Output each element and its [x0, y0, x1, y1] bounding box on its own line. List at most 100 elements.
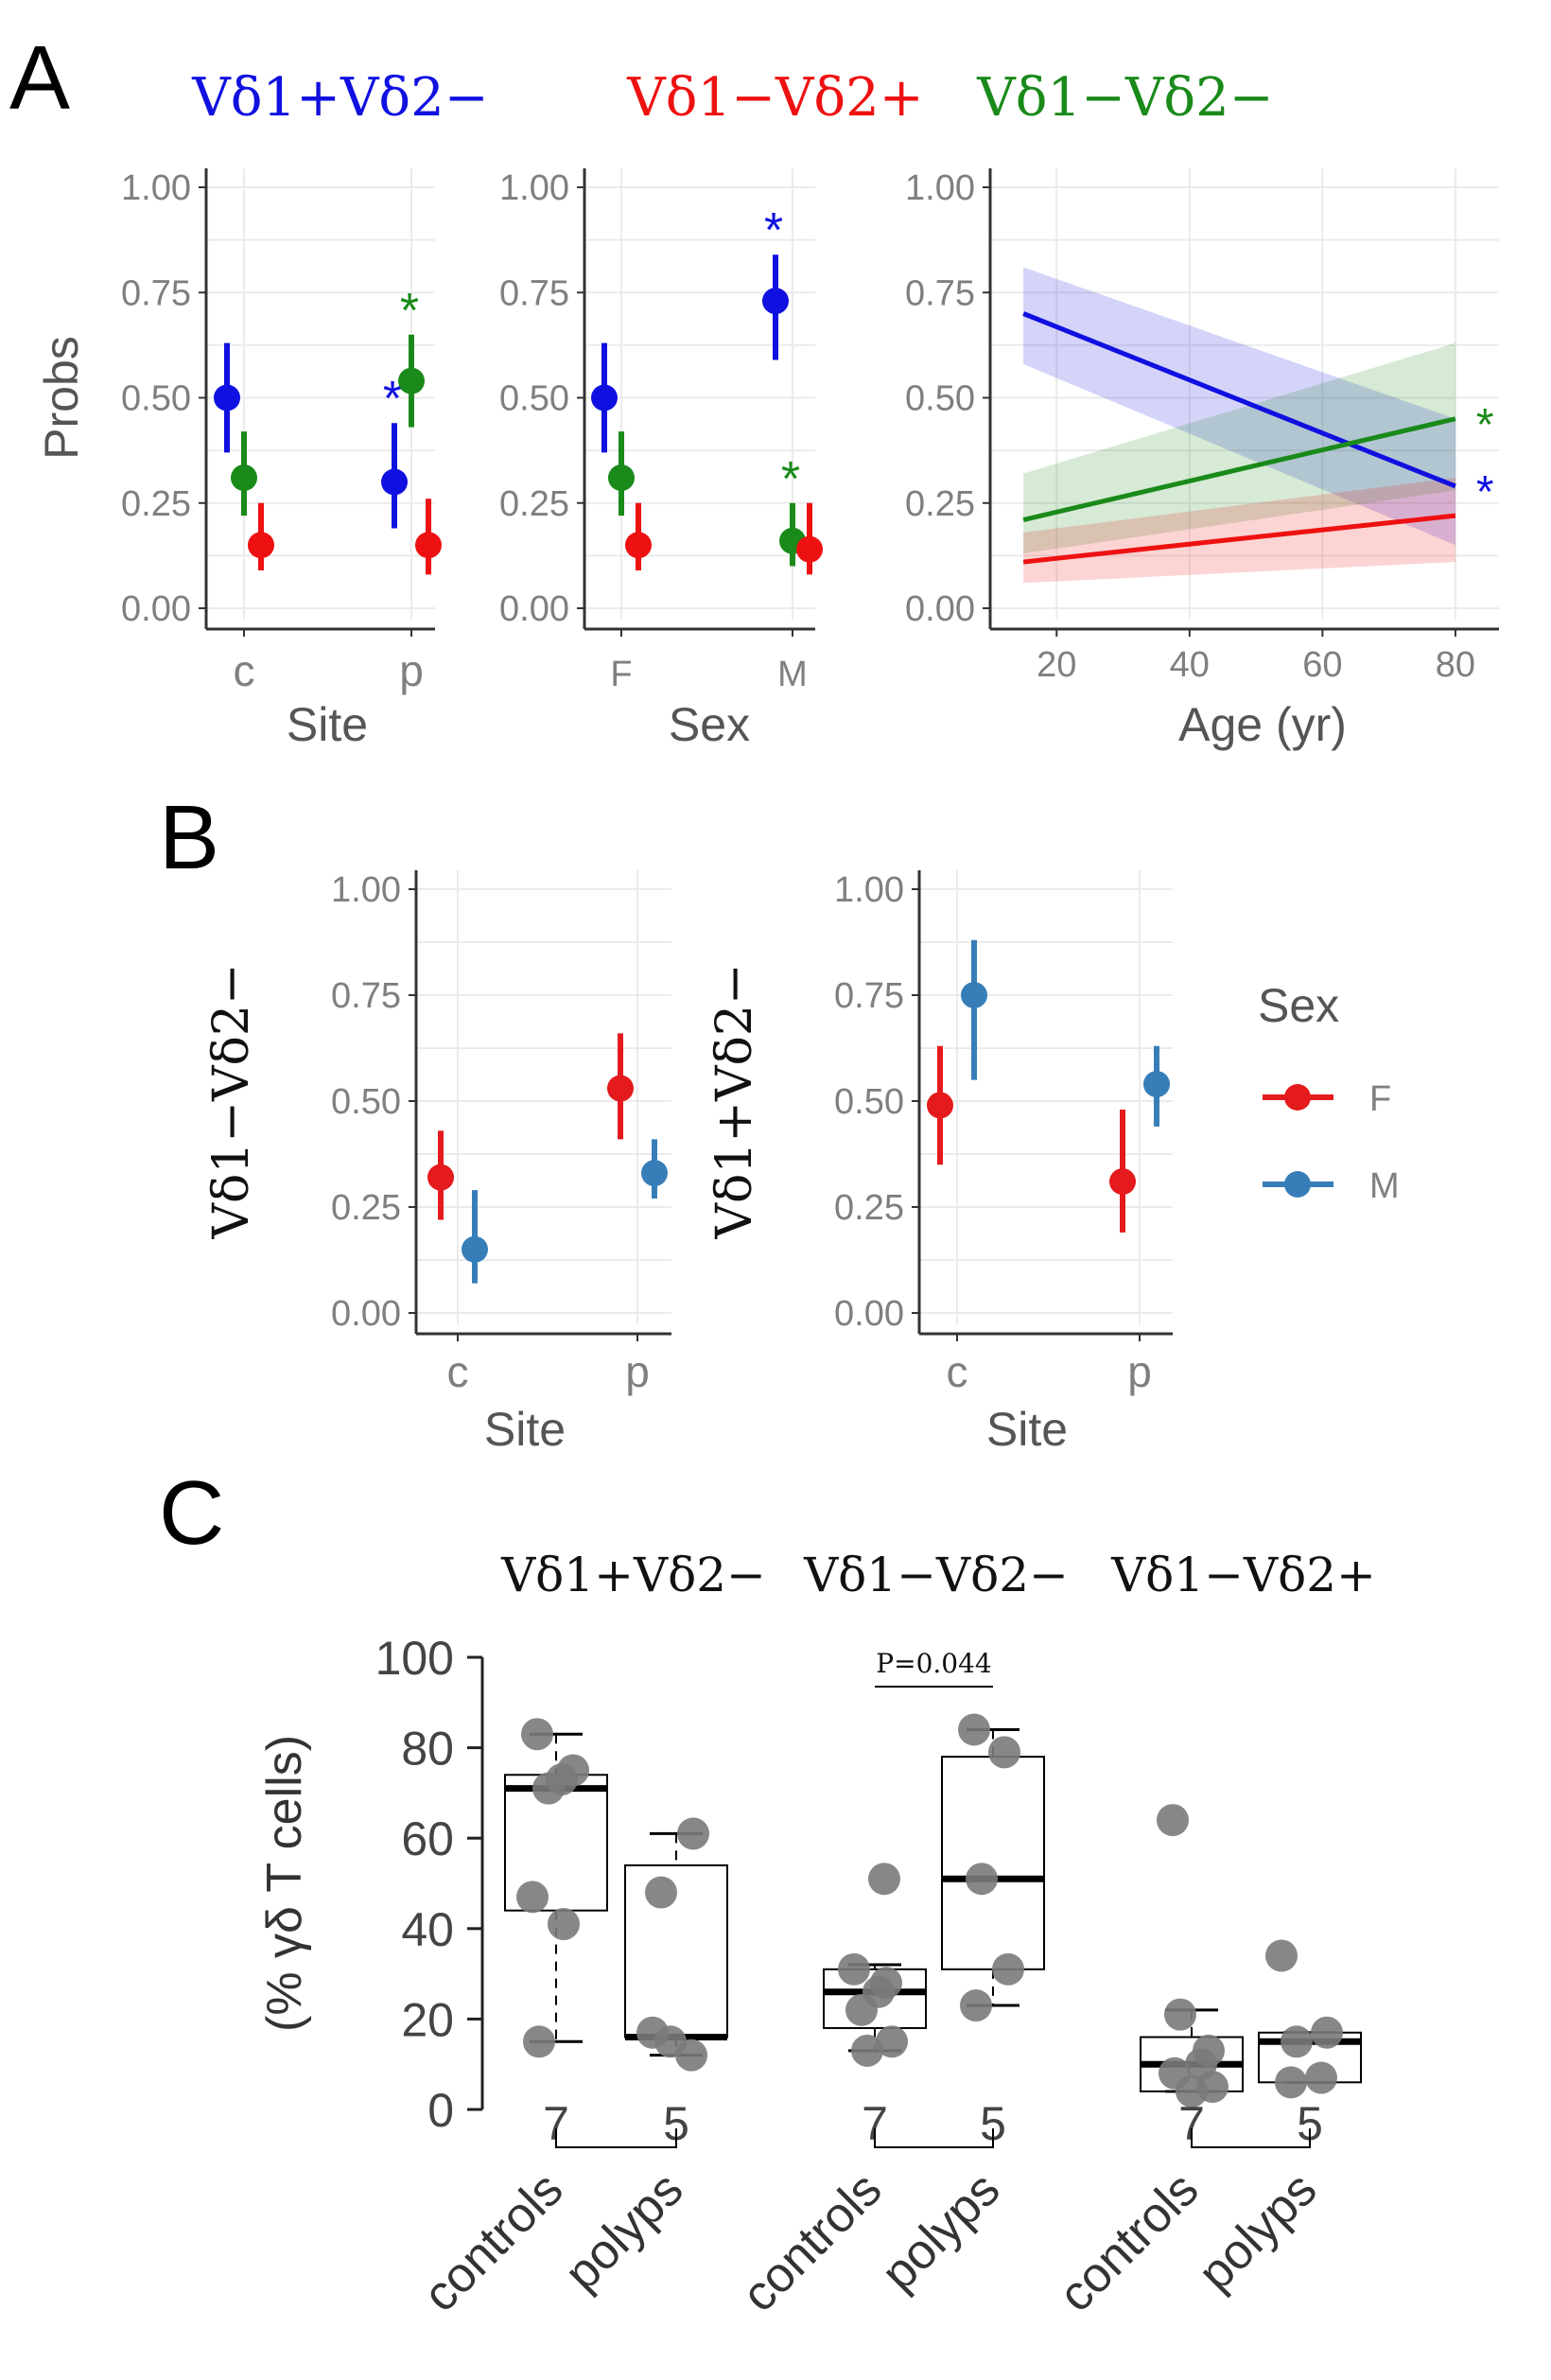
y-tick-label: 0.00	[499, 589, 569, 629]
point-estimate	[1143, 1071, 1170, 1098]
y-tick-label: 0.75	[905, 273, 975, 313]
y-tick-label: 1.00	[905, 168, 975, 208]
panel-c-letter: C	[159, 1462, 224, 1564]
point-estimate	[762, 288, 789, 315]
x-tick-label: p	[1127, 1347, 1152, 1396]
panel-a-subplot-1: 0.00 0.25 0.50 0.75 1.00 c p * * Site	[121, 168, 442, 751]
data-point	[1176, 2074, 1208, 2108]
comparison-bracket	[874, 2128, 994, 2148]
panel-a-letter: A	[9, 27, 70, 129]
pvalue-label: P=0.044	[876, 1648, 991, 1679]
x-tick-label: p	[399, 646, 424, 695]
point-estimate	[607, 1075, 634, 1102]
panel-a-subplot-2: 0.00 0.25 0.50 0.75 1.00 F M * * Sex	[499, 168, 823, 751]
y-tick-label: 0.75	[331, 976, 401, 1016]
data-point	[988, 1736, 1020, 1769]
data-point	[960, 1989, 992, 2022]
x-tick-label: controls	[732, 2161, 893, 2322]
y-tick-label: 1.00	[499, 168, 569, 208]
data-point	[845, 1993, 878, 2026]
y-tick-label: 0.25	[499, 484, 569, 524]
legend: Sex F M	[1258, 979, 1400, 1206]
x-tick-label: F	[610, 655, 632, 694]
x-axis-title: Age (yr)	[1178, 698, 1347, 751]
data-point	[1305, 2061, 1337, 2094]
x-tick-label: M	[777, 655, 808, 694]
point-estimate	[214, 384, 240, 411]
y-tick-label: 0.50	[121, 379, 191, 419]
data-point	[838, 1952, 870, 1986]
panel-a-title-3: Vδ1−Vδ2−	[976, 67, 1273, 129]
y-tick-label: 0.50	[331, 1082, 401, 1122]
point-estimate	[641, 1160, 668, 1187]
point-estimate	[625, 532, 652, 559]
point-estimate	[961, 982, 987, 1008]
panel-b-letter: B	[159, 787, 219, 888]
y-tick-label: 0.25	[331, 1188, 401, 1228]
trend-line-1	[1022, 311, 1456, 489]
data-point	[532, 1772, 565, 1805]
y-tick-label: 0.00	[331, 1294, 401, 1334]
data-point	[1157, 1804, 1189, 1837]
y-tick-label: 0.75	[499, 273, 569, 313]
y-tick-label: 0.25	[834, 1188, 904, 1228]
significance-star: *	[764, 203, 783, 258]
x-tick-label: c	[447, 1347, 469, 1396]
x-tick-label: c	[234, 646, 255, 695]
y-tick-label: 40	[401, 1903, 454, 1956]
data-point	[1265, 1939, 1298, 1972]
x-tick-label: 80	[1436, 645, 1475, 685]
data-point	[1164, 1998, 1196, 2031]
data-point	[677, 1817, 709, 1850]
data-point	[851, 2034, 883, 2067]
x-tick-label: 60	[1302, 645, 1342, 685]
x-tick-label: 40	[1170, 645, 1210, 685]
point-estimate	[427, 1164, 454, 1191]
y-axis-title: Vδ1+Vδ2−	[706, 963, 763, 1239]
y-tick-label: 0.00	[905, 589, 975, 629]
y-tick-label: 1.00	[121, 168, 191, 208]
x-tick-label: polyps	[554, 2161, 693, 2301]
y-axis-title: Vδ1−Vδ2−	[203, 963, 260, 1239]
panel-a: A Vδ1+Vδ2− Vδ1−Vδ2+ Vδ1−Vδ2−0.000.250.500.…	[9, 27, 1499, 751]
y-tick-label: 0.00	[834, 1294, 904, 1334]
point-estimate	[462, 1235, 488, 1263]
y-tick-label: 60	[401, 1812, 454, 1865]
x-axis-title: Site	[484, 1403, 566, 1456]
point-estimate	[248, 532, 274, 559]
point-estimate	[608, 464, 635, 492]
data-point	[966, 1863, 998, 1896]
confidence-band-2	[1023, 342, 1455, 554]
comparison-bracket	[1191, 2128, 1311, 2148]
panel-c: C Vδ1+Vδ2− Vδ1−Vδ2− Vδ1−Vδ2+ 0 20 40 60 80 100 (%…	[159, 1462, 1376, 2322]
data-point	[992, 1952, 1024, 1986]
panel-b-subplot-2: 0.00 0.25 0.50 0.75 1.00 c p Site Vδ1+Vδ2−	[706, 870, 1173, 1456]
y-axis-title: (% γδ T cells)	[257, 1735, 312, 2032]
x-axis-title: Site	[986, 1403, 1068, 1456]
point-estimate	[1109, 1168, 1136, 1196]
point-estimate	[415, 532, 442, 559]
data-point	[645, 1876, 677, 1909]
point-estimate	[927, 1092, 953, 1119]
x-axis-title: Sex	[669, 698, 750, 751]
significance-star: *	[383, 372, 402, 427]
x-tick-label: c	[947, 1347, 968, 1396]
y-tick-label: 20	[401, 1993, 454, 2046]
data-point	[521, 1718, 553, 1751]
x-tick-label: p	[625, 1347, 650, 1396]
data-point	[1275, 2066, 1307, 2099]
data-point	[868, 1863, 900, 1896]
data-point	[675, 2039, 707, 2072]
data-point	[523, 2025, 555, 2058]
y-tick-label: 0.75	[834, 976, 904, 1016]
x-tick-label: 20	[1037, 645, 1076, 685]
x-tick-label: controls	[1049, 2161, 1210, 2322]
data-point	[958, 1713, 990, 1746]
confidence-band-1	[1023, 267, 1455, 546]
y-tick-label: 100	[375, 1632, 454, 1685]
x-tick-label: controls	[413, 2161, 574, 2322]
legend-label: F	[1369, 1079, 1391, 1119]
